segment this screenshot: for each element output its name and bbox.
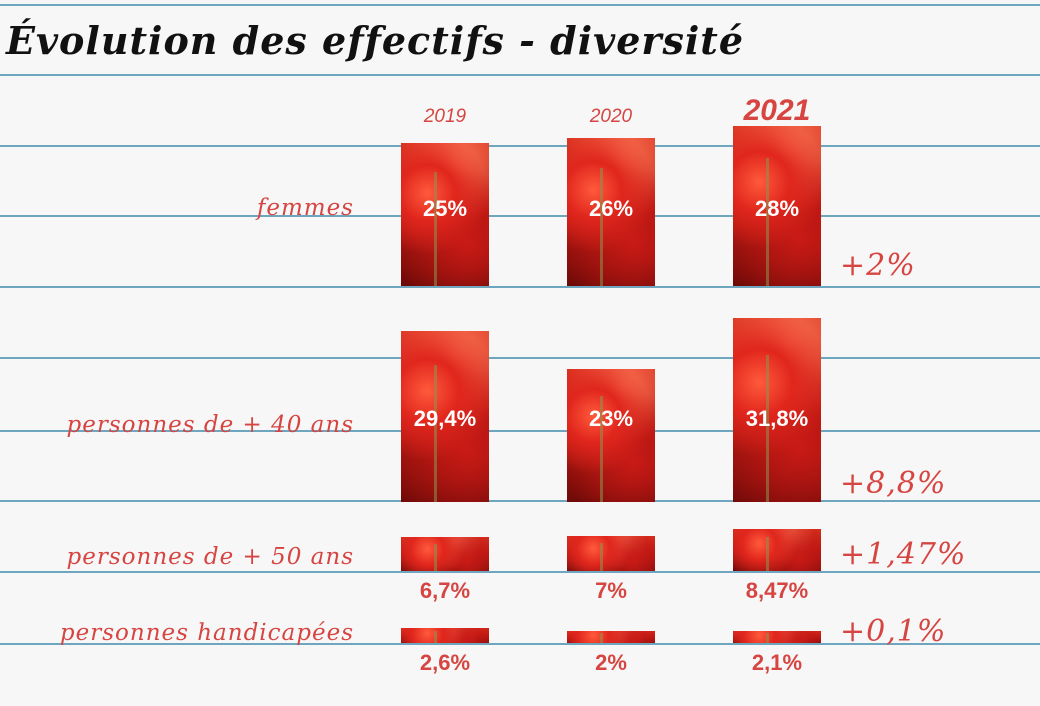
data-label: 29,4% — [413, 406, 477, 431]
bar — [401, 331, 489, 502]
bar — [567, 631, 655, 643]
data-label: 6,7% — [419, 578, 471, 603]
data-label: 7% — [595, 578, 627, 603]
bar — [733, 631, 821, 643]
data-label: 23% — [588, 406, 634, 431]
chart-title: Évolution des effectifs - diversité — [6, 18, 744, 63]
year-header-2020: 2020 — [589, 106, 633, 127]
rule-line — [0, 571, 1040, 573]
rule-line — [0, 215, 1040, 217]
data-label: 31,8% — [745, 406, 809, 431]
year-header-2021: 2021 — [743, 94, 811, 127]
row-label: personnes de + 40 ans — [66, 412, 354, 438]
rule-line — [0, 145, 1040, 147]
delta-label: +1,47% — [840, 537, 967, 572]
data-label: 2% — [595, 650, 627, 675]
data-label: 8,47% — [745, 578, 809, 603]
rule-line — [0, 500, 1040, 502]
bar — [401, 537, 489, 571]
row-label: personnes de + 50 ans — [66, 544, 354, 570]
row-label: femmes — [256, 195, 354, 221]
bar — [733, 126, 821, 286]
delta-label: +8,8% — [840, 466, 947, 501]
data-label: 26% — [588, 196, 634, 221]
bar — [401, 143, 489, 286]
bar — [567, 536, 655, 571]
delta-label: +2% — [840, 248, 916, 283]
rule-line — [0, 74, 1040, 76]
year-header-2019: 2019 — [423, 106, 467, 127]
data-label: 28% — [754, 196, 800, 221]
bar — [567, 138, 655, 286]
bar — [733, 318, 821, 502]
rule-line — [0, 286, 1040, 288]
data-label: 2,1% — [751, 650, 803, 675]
bar — [567, 369, 655, 502]
data-label: 2,6% — [419, 650, 471, 675]
bar — [401, 628, 489, 643]
bar — [733, 529, 821, 571]
delta-label: +0,1% — [840, 614, 947, 649]
row-label: personnes handicapées — [59, 620, 354, 646]
rule-line — [0, 643, 1040, 645]
rule-line — [0, 357, 1040, 359]
rule-line — [0, 4, 1040, 6]
rule-line — [0, 430, 1040, 432]
data-label: 25% — [422, 196, 468, 221]
